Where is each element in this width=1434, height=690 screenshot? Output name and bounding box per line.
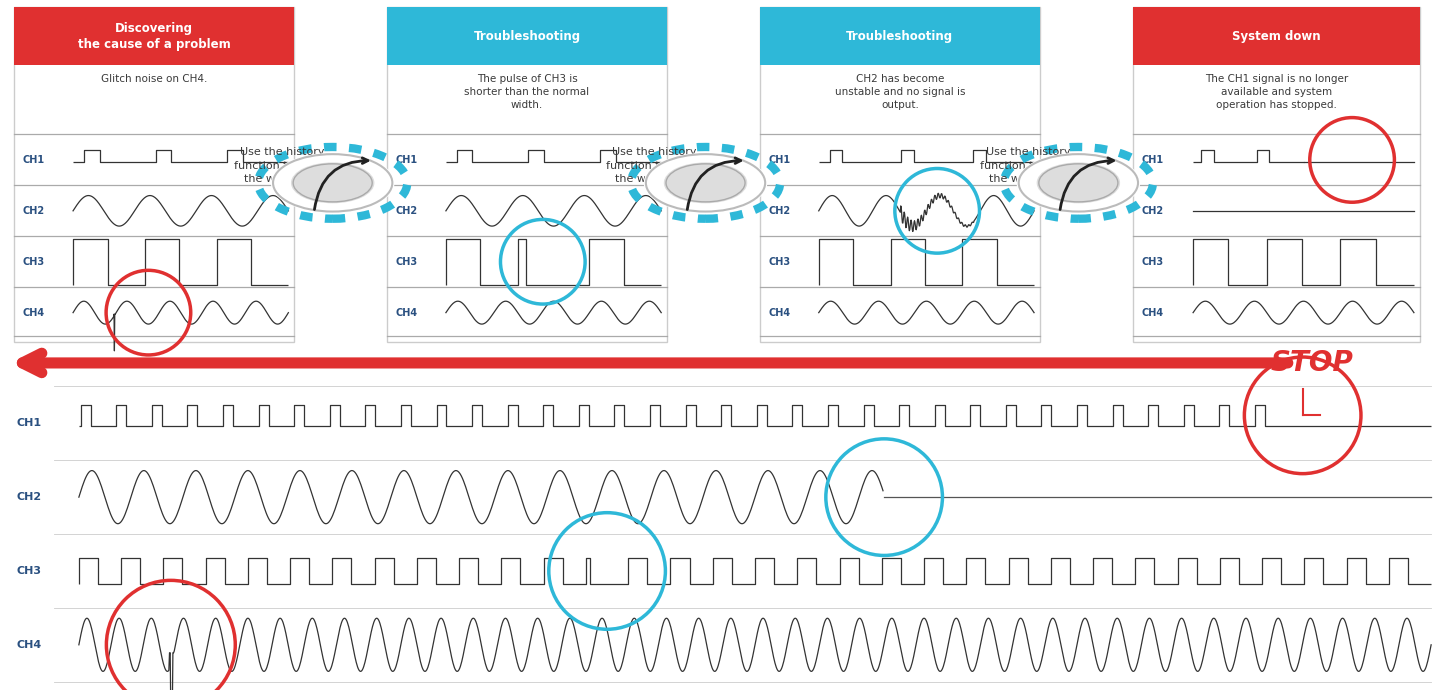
Circle shape [271,153,394,213]
Text: CH4: CH4 [1141,308,1164,317]
Circle shape [1037,163,1120,203]
FancyBboxPatch shape [1133,7,1420,66]
Text: CH4: CH4 [16,640,42,650]
Text: CH3: CH3 [23,257,44,267]
Text: CH2: CH2 [23,206,44,216]
FancyBboxPatch shape [14,7,294,66]
Text: The pulse of CH3 is
shorter than the normal
width.: The pulse of CH3 is shorter than the nor… [465,74,589,110]
Text: CH2: CH2 [769,206,790,216]
Text: CH2: CH2 [16,492,42,502]
FancyBboxPatch shape [14,7,294,342]
FancyBboxPatch shape [760,7,1040,66]
Text: System down: System down [1232,30,1321,43]
Text: CH3: CH3 [396,257,417,267]
Text: CH4: CH4 [769,308,790,317]
Circle shape [1017,153,1140,213]
Text: CH1: CH1 [1141,155,1164,165]
FancyBboxPatch shape [1133,7,1420,342]
Text: Use the history
function to check
the waveform: Use the history function to check the wa… [605,148,703,184]
Text: STOP: STOP [1271,349,1354,377]
Circle shape [664,163,747,203]
Text: CH4: CH4 [396,308,417,317]
Text: CH3: CH3 [769,257,790,267]
Text: CH1: CH1 [769,155,790,165]
Circle shape [291,163,374,203]
Circle shape [644,153,767,213]
Text: Troubleshooting: Troubleshooting [846,30,954,43]
Text: CH2: CH2 [396,206,417,216]
Text: Glitch noise on CH4.: Glitch noise on CH4. [100,74,208,83]
Text: CH1: CH1 [396,155,417,165]
FancyBboxPatch shape [387,7,667,66]
Text: The CH1 signal is no longer
available and system
operation has stopped.: The CH1 signal is no longer available an… [1205,74,1348,110]
FancyBboxPatch shape [387,7,667,342]
Text: CH1: CH1 [16,418,42,428]
Text: CH3: CH3 [1141,257,1164,267]
Text: CH4: CH4 [23,308,44,317]
Text: CH3: CH3 [16,566,42,576]
Text: Use the history
function to check
the waveform: Use the history function to check the wa… [234,148,331,184]
FancyBboxPatch shape [760,7,1040,342]
Text: Discovering
the cause of a problem: Discovering the cause of a problem [77,21,231,50]
Text: Troubleshooting: Troubleshooting [473,30,581,43]
Text: CH1: CH1 [23,155,44,165]
Text: Use the history
function to check
the waveform: Use the history function to check the wa… [979,148,1077,184]
Text: CH2 has become
unstable and no signal is
output.: CH2 has become unstable and no signal is… [835,74,965,110]
Text: CH2: CH2 [1141,206,1164,216]
